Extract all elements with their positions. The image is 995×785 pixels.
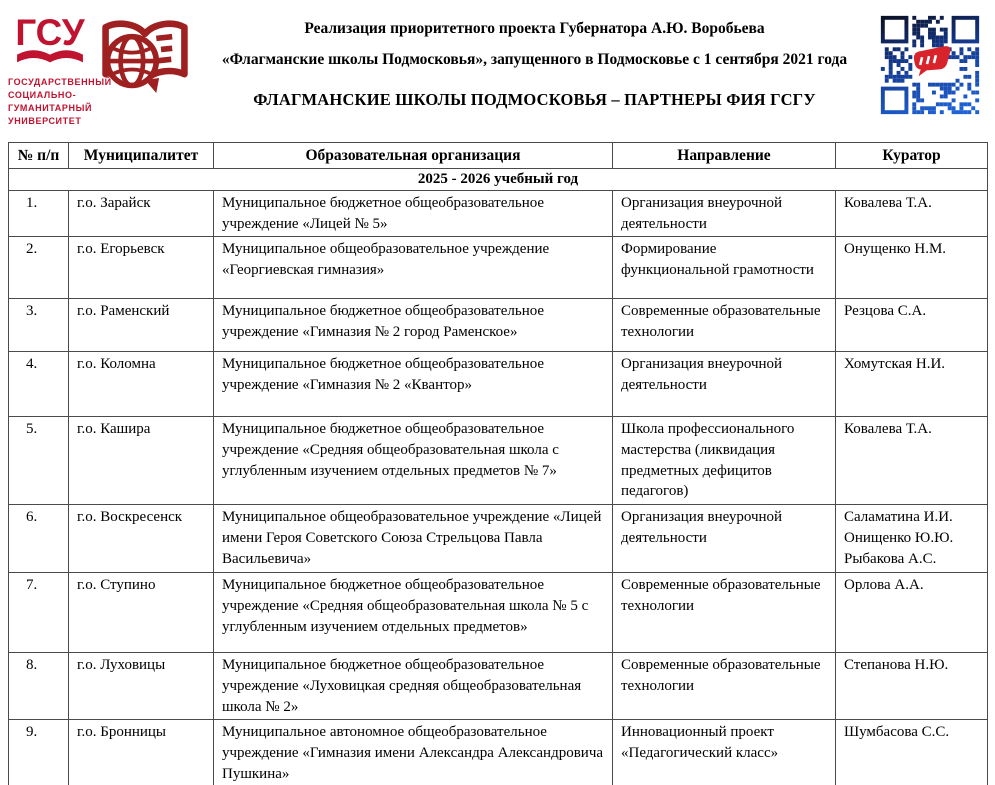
direction-cell: Организация внеурочной деятельности [612, 189, 836, 238]
municipality-cell: г.о. Егорьевск [68, 236, 214, 300]
row-number-cell: 6. [8, 504, 69, 574]
row-number-cell: 1. [8, 189, 69, 238]
curator-cell: Саламатина И.И. Онищенко Ю.Ю. Рыбакова А… [835, 504, 988, 574]
curator-cell: Резцова С.А. [835, 298, 988, 353]
curator-cell: Хомутская Н.И. [835, 351, 988, 418]
organization-cell: Муниципальное бюджетное общеобразователь… [213, 572, 613, 654]
header-text-block: Реализация приоритетного проекта Губерна… [196, 6, 873, 110]
organization-cell: Муниципальное бюджетное общеобразователь… [213, 416, 613, 506]
row-number-cell: 4. [8, 351, 69, 418]
section-row: 2025 - 2026 учебный год [8, 168, 988, 191]
col-header-num: № п/п [8, 142, 69, 169]
organization-cell: Муниципальное бюджетное общеобразователь… [213, 189, 613, 238]
direction-cell: Современные образовательные технологии [612, 572, 836, 654]
col-header-curator: Куратор [835, 142, 988, 169]
municipality-cell: г.о. Луховицы [68, 652, 214, 721]
qr-code-icon [873, 8, 987, 122]
table-row: 2. г.о. Егорьевск Муниципальное общеобра… [8, 236, 988, 300]
document-header: ГСУ ГОСУДАРСТВЕННЫЙ СОЦИАЛЬНО- ГУМАНИТАР… [0, 0, 995, 140]
gsgu-acronym: ГСУ [15, 12, 85, 53]
organization-cell: Муниципальное общеобразовательное учрежд… [213, 236, 613, 300]
curator-cell: Онущенко Н.М. [835, 236, 988, 300]
table-row: 3. г.о. Раменский Муниципальное бюджетно… [8, 298, 988, 353]
col-header-municipality: Муниципалитет [68, 142, 214, 169]
organization-cell: Муниципальное бюджетное общеобразователь… [213, 652, 613, 721]
municipality-cell: г.о. Ступино [68, 572, 214, 654]
municipality-cell: г.о. Кашира [68, 416, 214, 506]
university-logo: ГСУ ГОСУДАРСТВЕННЫЙ СОЦИАЛЬНО- ГУМАНИТАР… [8, 6, 112, 128]
curator-cell: Шумбасова С.С. [835, 719, 988, 785]
header-line-2: «Флагманские школы Подмосковья», запущен… [221, 51, 848, 68]
organization-cell: Муниципальное бюджетное общеобразователь… [213, 298, 613, 353]
table-row: 8. г.о. Луховицы Муниципальное бюджетное… [8, 652, 988, 721]
table-row: 5. г.о. Кашира Муниципальное бюджетное о… [8, 416, 988, 506]
row-number-cell: 9. [8, 719, 69, 785]
row-number-cell: 7. [8, 572, 69, 654]
curator-cell: Ковалева Т.А. [835, 416, 988, 506]
organization-cell: Муниципальное общеобразовательное учрежд… [213, 504, 613, 574]
row-number-cell: 2. [8, 236, 69, 300]
direction-cell: Школа профессионального мастерства (ликв… [612, 416, 836, 506]
gsgu-logo-icon: ГСУ [15, 12, 86, 63]
direction-cell: Современные образовательные технологии [612, 298, 836, 353]
table-row: 6. г.о. Воскресенск Муниципальное общеоб… [8, 504, 988, 574]
row-number-cell: 3. [8, 298, 69, 353]
row-number-cell: 8. [8, 652, 69, 721]
direction-cell: Формирование функциональной грамотности [612, 236, 836, 300]
municipality-cell: г.о. Бронницы [68, 719, 214, 785]
table-row: 9. г.о. Бронницы Муниципальное автономно… [8, 719, 988, 785]
table-row: 7. г.о. Ступино Муниципальное бюджетное … [8, 572, 988, 654]
curator-cell: Ковалева Т.А. [835, 189, 988, 238]
table-row: 1. г.о. Зарайск Муниципальное бюджетное … [8, 189, 988, 238]
table-header-row: № п/п Муниципалитет Образовательная орга… [8, 142, 988, 169]
direction-cell: Современные образовательные технологии [612, 652, 836, 721]
globe-book-icon [102, 20, 188, 93]
municipality-cell: г.о. Зарайск [68, 189, 214, 238]
logos-block: ГСУ ГОСУДАРСТВЕННЫЙ СОЦИАЛЬНО- ГУМАНИТАР… [8, 6, 196, 128]
header-line-1: Реализация приоритетного проекта Губерна… [304, 20, 765, 37]
organization-cell: Муниципальное автономное общеобразовател… [213, 719, 613, 785]
partners-table: № п/п Муниципалитет Образовательная орга… [8, 142, 988, 785]
curator-cell: Степанова Н.Ю. [835, 652, 988, 721]
table-row: 4. г.о. Коломна Муниципальное бюджетное … [8, 351, 988, 418]
qr-code-block [873, 6, 991, 122]
direction-cell: Организация внеурочной деятельности [612, 504, 836, 574]
organization-cell: Муниципальное бюджетное общеобразователь… [213, 351, 613, 418]
curator-cell: Орлова А.А. [835, 572, 988, 654]
faculty-logo [98, 6, 192, 128]
direction-cell: Организация внеурочной деятельности [612, 351, 836, 418]
row-number-cell: 5. [8, 416, 69, 506]
municipality-cell: г.о. Раменский [68, 298, 214, 353]
section-year-label: 2025 - 2026 учебный год [8, 168, 988, 191]
municipality-cell: г.о. Коломна [68, 351, 214, 418]
book-icon [17, 50, 83, 63]
university-caption: ГОСУДАРСТВЕННЫЙ СОЦИАЛЬНО- ГУМАНИТАРНЫЙ … [8, 77, 112, 127]
municipality-cell: г.о. Воскресенск [68, 504, 214, 574]
direction-cell: Инновационный проект «Педагогический кла… [612, 719, 836, 785]
page-title: ФЛАГМАНСКИЕ ШКОЛЫ ПОДМОСКОВЬЯ – ПАРТНЕРЫ… [253, 90, 816, 109]
col-header-organization: Образовательная организация [213, 142, 613, 169]
col-header-direction: Направление [612, 142, 836, 169]
